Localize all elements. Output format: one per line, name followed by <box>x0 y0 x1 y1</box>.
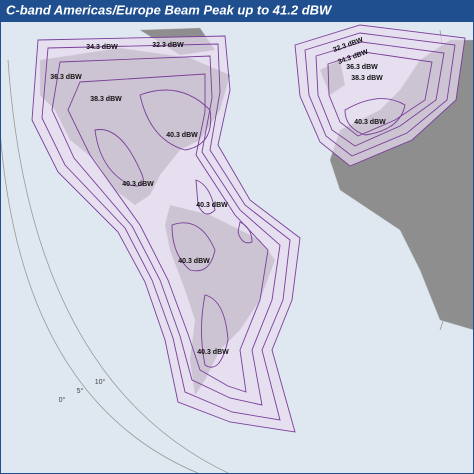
contour-label: 38.3 dBW <box>90 96 122 103</box>
beam-contours <box>294 24 466 167</box>
limb <box>0 129 201 474</box>
limb <box>7 59 231 474</box>
elevation-label: 0° <box>59 396 66 404</box>
header-bar <box>0 0 474 22</box>
contour-label: 34.3 dBW <box>86 44 118 51</box>
contour-label: 38.3 dBW <box>351 75 383 82</box>
contour-label: 40.3 dBW <box>122 181 154 188</box>
contour-label: 32.3 dBW <box>152 42 184 49</box>
contour-label: 40.3 dBW <box>166 132 198 139</box>
elevation-label: 10° <box>95 378 106 386</box>
contour-label: 40.3 dBW <box>196 202 228 209</box>
beam-contours <box>31 35 301 433</box>
elevation-label: 5° <box>77 387 84 395</box>
contour-label: 40.3 dBW <box>178 258 210 265</box>
contour-label: 36.3 dBW <box>50 74 82 81</box>
contour-label: 36.3 dBW <box>346 64 378 71</box>
contour-label: 40.3 dBW <box>197 349 229 356</box>
contour-label: 40.3 dBW <box>354 119 386 126</box>
title: C-band Americas/Europe Beam Peak up to 4… <box>6 2 333 17</box>
elevation-labels: 0° 5° 10° <box>59 378 106 404</box>
